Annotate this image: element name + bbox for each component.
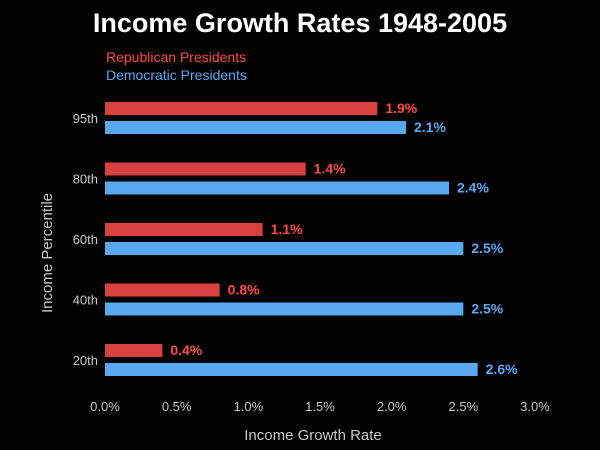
democratic-bar-20th — [105, 363, 478, 376]
category-label-40th: 40th — [73, 293, 98, 308]
democratic-bar-40th — [105, 302, 464, 316]
democratic-value-label-40th: 2.5% — [471, 301, 503, 317]
republican-bar-20th — [105, 344, 163, 357]
republican-value-label-80th: 1.4% — [314, 161, 346, 177]
bars-group: 1.9% 2.1% 1.4% 2.4% 1.1% 2.5% 0.8% 2.5% 0.4% 2.6% — [105, 100, 518, 377]
republican-bar-95th — [105, 102, 378, 115]
republican-value-label-60th: 1.1% — [271, 221, 303, 237]
democratic-value-label-20th: 2.6% — [486, 361, 518, 377]
category-label-60th: 60th — [73, 232, 98, 247]
category-label-20th: 20th — [73, 353, 98, 368]
x-tick-label: 2.5% — [449, 399, 479, 414]
republican-bar-40th — [105, 283, 220, 297]
x-tick-labels: 0.0% 0.5% 1.0% 1.5% 2.0% 2.5% 3.0% — [90, 399, 550, 414]
category-label-80th: 80th — [73, 172, 98, 187]
republican-bar-80th — [105, 162, 306, 176]
republican-value-label-95th: 1.9% — [385, 100, 417, 116]
x-tick-label: 3.0% — [520, 399, 550, 414]
x-axis-label: Income Growth Rate — [244, 427, 382, 444]
democratic-bar-95th — [105, 121, 406, 134]
legend-democratic: Democratic Presidents — [106, 67, 247, 83]
republican-value-label-40th: 0.8% — [228, 282, 260, 298]
democratic-value-label-95th: 2.1% — [414, 119, 446, 135]
category-labels: 95th 80th 60th 40th 20th — [73, 111, 98, 368]
democratic-value-label-60th: 2.5% — [471, 240, 503, 256]
chart-title: Income Growth Rates 1948-2005 — [93, 8, 507, 38]
x-tick-label: 0.0% — [90, 399, 120, 414]
x-tick-label: 1.5% — [305, 399, 335, 414]
democratic-bar-80th — [105, 181, 449, 195]
republican-bar-60th — [105, 223, 263, 236]
democratic-value-label-80th: 2.4% — [457, 180, 489, 196]
democratic-bar-60th — [105, 242, 464, 255]
legend-republican: Republican Presidents — [106, 49, 246, 65]
republican-value-label-20th: 0.4% — [170, 342, 202, 358]
x-tick-label: 2.0% — [377, 399, 407, 414]
category-label-95th: 95th — [73, 111, 98, 126]
x-tick-label: 1.0% — [234, 399, 264, 414]
x-tick-label: 0.5% — [162, 399, 192, 414]
y-axis-label: Income Percentile — [39, 193, 56, 313]
